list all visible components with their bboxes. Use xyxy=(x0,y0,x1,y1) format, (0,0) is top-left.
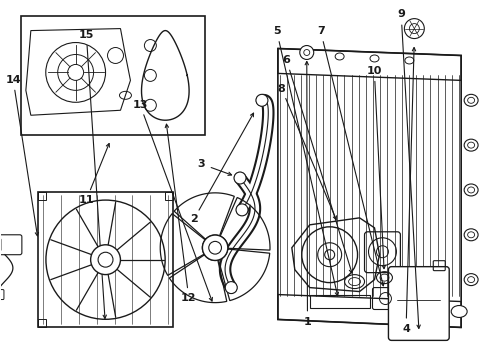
Text: 3: 3 xyxy=(197,159,205,169)
Text: 12: 12 xyxy=(181,293,196,303)
Bar xyxy=(21,15,205,135)
Circle shape xyxy=(91,245,121,275)
Bar xyxy=(165,192,173,200)
Text: 6: 6 xyxy=(283,55,291,65)
Text: 15: 15 xyxy=(79,30,94,40)
Ellipse shape xyxy=(335,53,344,60)
Ellipse shape xyxy=(464,94,478,106)
Ellipse shape xyxy=(405,57,414,64)
Bar xyxy=(38,192,173,328)
Bar xyxy=(38,319,46,328)
Circle shape xyxy=(236,204,248,216)
Ellipse shape xyxy=(464,274,478,285)
Text: 10: 10 xyxy=(367,66,382,76)
Circle shape xyxy=(202,235,228,260)
Ellipse shape xyxy=(370,55,379,62)
Text: 8: 8 xyxy=(278,84,286,94)
Circle shape xyxy=(300,45,314,59)
Circle shape xyxy=(225,282,237,293)
Text: 11: 11 xyxy=(78,195,94,205)
Text: 1: 1 xyxy=(304,317,311,327)
Text: 5: 5 xyxy=(273,26,281,36)
Text: 7: 7 xyxy=(317,26,324,36)
Bar xyxy=(38,192,46,200)
Ellipse shape xyxy=(464,139,478,151)
Ellipse shape xyxy=(464,184,478,196)
Text: 13: 13 xyxy=(132,100,148,110)
Text: 14: 14 xyxy=(5,75,21,85)
Ellipse shape xyxy=(464,229,478,241)
Ellipse shape xyxy=(451,306,467,318)
FancyBboxPatch shape xyxy=(389,267,449,340)
Circle shape xyxy=(404,19,424,39)
Text: 2: 2 xyxy=(190,215,197,224)
Text: 4: 4 xyxy=(402,324,410,334)
Text: 9: 9 xyxy=(397,9,405,19)
Circle shape xyxy=(256,94,268,106)
Circle shape xyxy=(234,172,246,184)
